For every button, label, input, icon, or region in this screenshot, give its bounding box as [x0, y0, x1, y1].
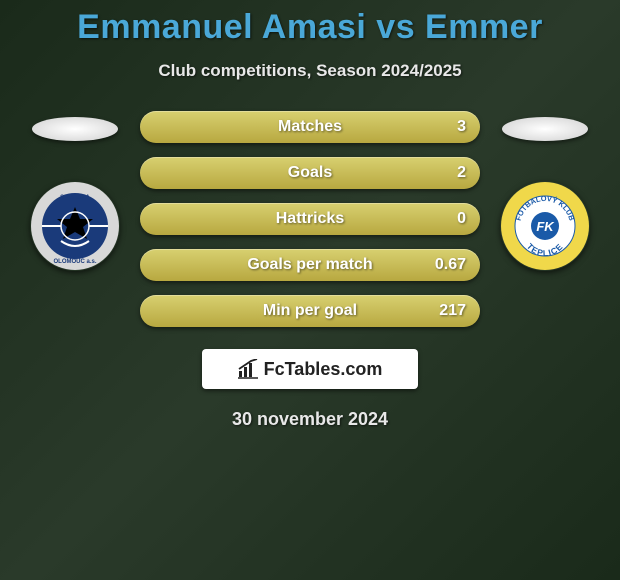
page-title: Emmanuel Amasi vs Emmer [0, 8, 620, 47]
fk-teplice-icon: FOTBALOVÝ KLUB TEPLICE FK [500, 181, 590, 271]
stat-value: 217 [439, 302, 466, 320]
infographic-container: Emmanuel Amasi vs Emmer Club competition… [0, 0, 620, 430]
chart-icon [238, 359, 260, 379]
svg-text:OLOMOUC a.s.: OLOMOUC a.s. [53, 259, 96, 265]
stats-column: Matches 3 Goals 2 Hattricks 0 Goals per … [135, 111, 485, 327]
right-club-badge: FOTBALOVÝ KLUB TEPLICE FK [500, 181, 590, 271]
brand-text: FcTables.com [264, 359, 383, 380]
right-side: FOTBALOVÝ KLUB TEPLICE FK [485, 111, 605, 271]
svg-text:FK: FK [536, 219, 555, 234]
svg-text:SK SIGMA: SK SIGMA [60, 195, 90, 201]
sigma-olomouc-icon: SK SIGMA OLOMOUC a.s. [30, 181, 120, 271]
main-row: SK SIGMA OLOMOUC a.s. Matches 3 Goals 2 [0, 111, 620, 327]
left-club-badge: SK SIGMA OLOMOUC a.s. [30, 181, 120, 271]
stat-row-goals: Goals 2 [140, 157, 480, 189]
stat-row-hattricks: Hattricks 0 [140, 203, 480, 235]
stat-label: Hattricks [276, 210, 344, 228]
stat-label: Matches [278, 118, 342, 136]
player-avatar-right [502, 117, 588, 141]
stat-value: 3 [457, 118, 466, 136]
brand-box: FcTables.com [202, 349, 418, 389]
stat-row-matches: Matches 3 [140, 111, 480, 143]
stat-label: Goals [288, 164, 332, 182]
stat-row-goals-per-match: Goals per match 0.67 [140, 249, 480, 281]
stat-value: 0 [457, 210, 466, 228]
stat-value: 0.67 [435, 256, 466, 274]
stat-row-min-per-goal: Min per goal 217 [140, 295, 480, 327]
player-avatar-left [32, 117, 118, 141]
left-side: SK SIGMA OLOMOUC a.s. [15, 111, 135, 271]
stat-label: Goals per match [247, 256, 372, 274]
subtitle: Club competitions, Season 2024/2025 [0, 61, 620, 81]
date: 30 november 2024 [0, 409, 620, 430]
stat-value: 2 [457, 164, 466, 182]
stat-label: Min per goal [263, 302, 357, 320]
